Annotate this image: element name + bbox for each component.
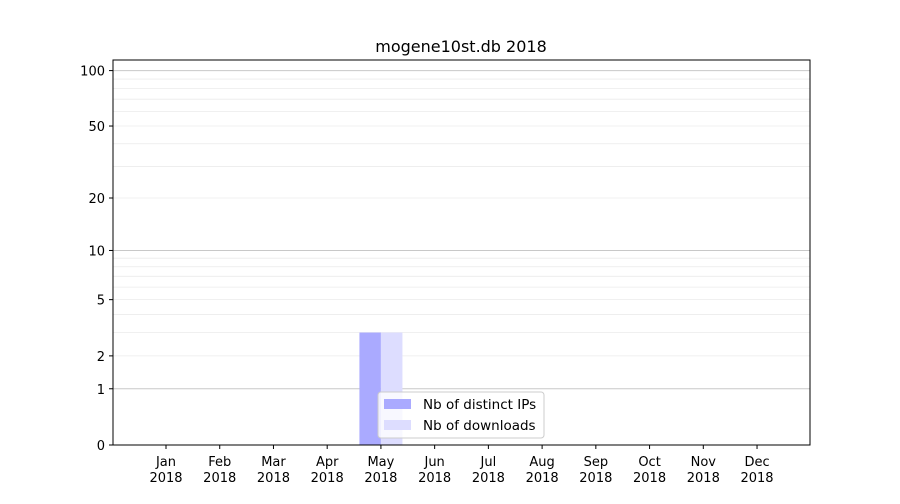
x-tick-label: Jan 2018 xyxy=(149,455,182,486)
x-tick-label: Aug 2018 xyxy=(526,455,559,486)
y-tick-label: 100 xyxy=(80,65,105,80)
legend-swatch-ips xyxy=(384,399,411,409)
legend-swatch-downloads xyxy=(384,420,411,430)
x-axis: Jan 2018 Feb 2018 Mar 2018 Apr 2018 May 2018 Jun 20… xyxy=(149,445,774,486)
bar-distinct-ips xyxy=(359,332,381,445)
y-tick-label: 0 xyxy=(97,439,105,454)
y-tick-label: 2 xyxy=(97,350,105,365)
y-tick-label: 5 xyxy=(97,294,105,309)
legend-label-ips: Nb of distinct IPs xyxy=(423,397,536,413)
legend-label-downloads: Nb of downloads xyxy=(423,418,536,434)
x-tick-label: Nov 2018 xyxy=(687,455,720,486)
y-axis: 0 1 2 5 10 20 50 100 xyxy=(80,65,113,454)
x-tick-label: Jul 2018 xyxy=(472,455,505,486)
y-tick-label: 10 xyxy=(88,244,105,259)
gridlines xyxy=(113,70,810,390)
x-tick-label: Jun 2018 xyxy=(418,455,451,486)
x-tick-label: Dec 2018 xyxy=(740,455,773,486)
x-tick-label: Sep 2018 xyxy=(579,455,612,486)
x-tick-label: Mar 2018 xyxy=(257,455,290,486)
x-tick-label: Apr 2018 xyxy=(311,455,344,486)
y-tick-label: 50 xyxy=(88,120,105,135)
x-tick-label: Oct 2018 xyxy=(633,455,666,486)
y-tick-label: 20 xyxy=(88,192,105,207)
y-tick-label: 1 xyxy=(97,383,105,398)
legend-box xyxy=(377,391,545,439)
x-tick-label: May 2018 xyxy=(364,455,397,486)
chart-title: mogene10st.db 2018 xyxy=(375,37,547,56)
plot-frame xyxy=(112,59,811,446)
legend: Nb of distinct IPs Nb of downloads xyxy=(377,391,545,439)
x-tick-label: Feb 2018 xyxy=(203,455,236,486)
